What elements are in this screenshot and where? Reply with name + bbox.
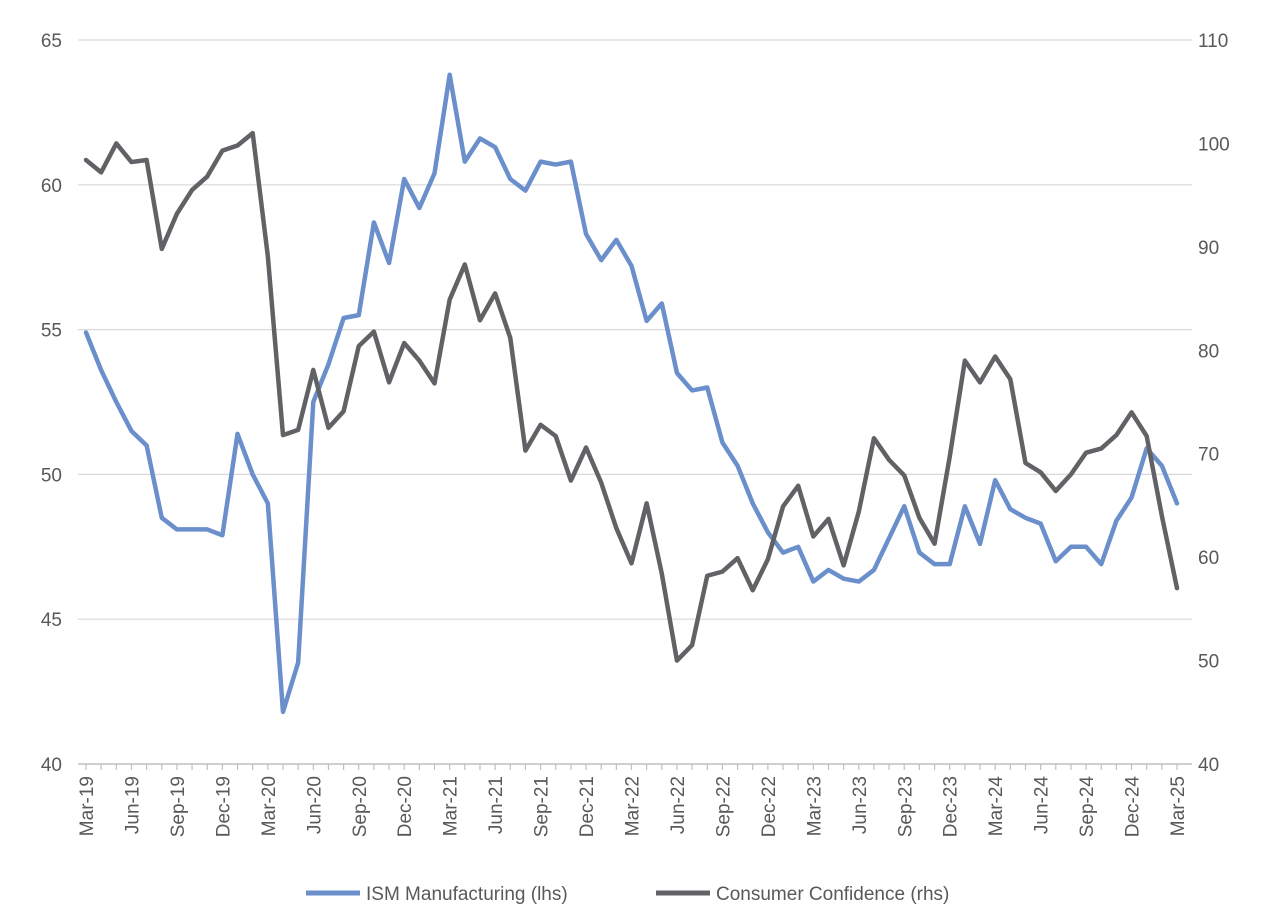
x-tick-label: Dec-20: [395, 776, 416, 837]
right-axis: 40 50 60 70 80 90 100 110: [1198, 31, 1230, 776]
x-tick-label: Dec-19: [213, 776, 234, 837]
x-tick-label: Mar-20: [259, 776, 280, 836]
x-tick-label: Jun-24: [1032, 776, 1053, 835]
x-tick-label: Mar-19: [77, 776, 98, 836]
right-tick-label: 40: [1198, 755, 1219, 776]
x-tick-label: Mar-23: [804, 776, 825, 836]
left-tick-label: 65: [41, 31, 62, 52]
x-tick-label: Sep-19: [168, 776, 189, 837]
right-tick-label: 100: [1198, 134, 1230, 155]
series-layer: [83, 72, 1180, 715]
x-tick-label: Mar-24: [986, 776, 1007, 837]
legend-label: ISM Manufacturing (lhs): [366, 884, 568, 905]
right-tick-label: 110: [1198, 31, 1228, 52]
x-tick-label: Jun-19: [122, 776, 143, 834]
x-tick-label: Sep-21: [532, 776, 553, 837]
x-tick-label: Mar-25: [1168, 776, 1189, 836]
right-tick-label: 60: [1198, 548, 1219, 569]
x-tick-label: Sep-23: [895, 776, 916, 837]
x-axis: Mar-19 Jun-19 Sep-19 Dec-19 Mar-20 Jun-20 Sep-…: [77, 764, 1189, 837]
legend-consumer-confidence: Consumer Confidence (rhs): [656, 884, 949, 905]
x-tick-label: Dec-22: [759, 776, 780, 837]
left-tick-label: 40: [41, 755, 62, 776]
right-tick-label: 90: [1198, 238, 1219, 259]
x-tick-label: Sep-24: [1077, 776, 1098, 838]
x-tick-label: Dec-23: [941, 776, 962, 837]
x-tick-label: Jun-21: [486, 776, 507, 834]
right-tick-label: 80: [1198, 341, 1219, 362]
x-tick-label: Sep-22: [713, 776, 734, 837]
legend-label: Consumer Confidence (rhs): [716, 884, 949, 905]
x-tick-label: Dec-24: [1123, 776, 1144, 838]
series-line-consumer-confidence: [83, 130, 1180, 663]
series-line-ism-manufacturing: [83, 72, 1180, 715]
left-tick-label: 60: [41, 176, 62, 197]
right-tick-label: 50: [1198, 652, 1219, 673]
left-axis: 40 45 50 55 60 65: [41, 31, 62, 776]
legend: ISM Manufacturing (lhs) Consumer Confiden…: [306, 884, 949, 905]
x-tick-label: Jun-20: [304, 776, 325, 834]
x-tick-label: Sep-20: [350, 776, 371, 837]
x-tick-label: Mar-21: [441, 776, 462, 836]
x-tick-label: Jun-22: [668, 776, 689, 834]
x-tick-label: Jun-23: [850, 776, 871, 834]
legend-ism: ISM Manufacturing (lhs): [306, 884, 568, 905]
x-tick-label: Mar-22: [623, 776, 644, 836]
right-tick-label: 70: [1198, 445, 1219, 466]
gridlines: [78, 39, 1192, 765]
left-tick-label: 50: [41, 465, 62, 486]
left-tick-label: 45: [41, 610, 62, 631]
left-tick-label: 55: [41, 321, 62, 342]
x-tick-label: Dec-21: [577, 776, 598, 837]
